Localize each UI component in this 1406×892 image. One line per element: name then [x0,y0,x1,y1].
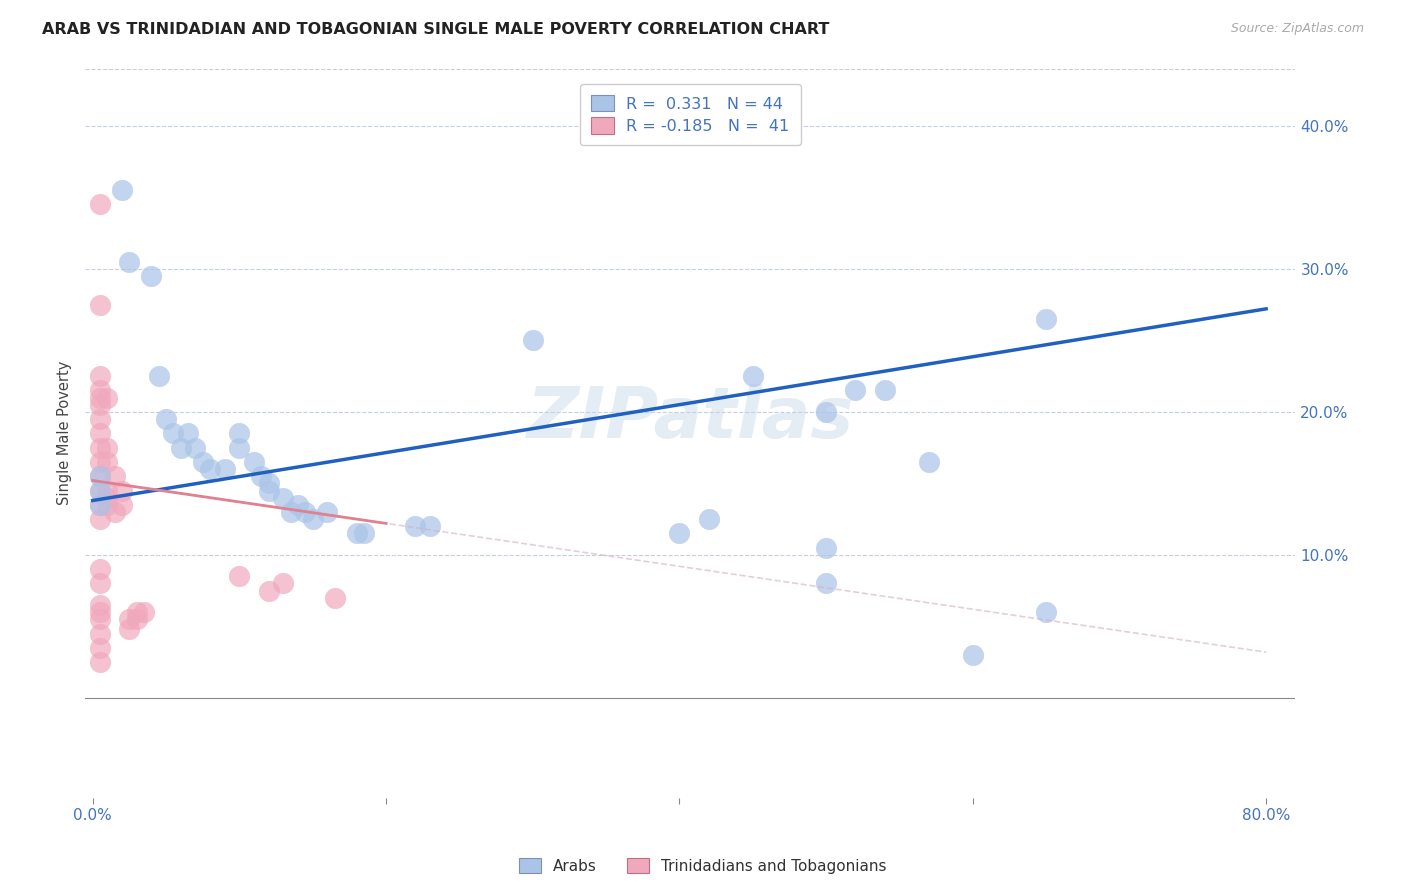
Point [323,591,346,605]
Point [89,483,111,498]
Point [111,483,134,498]
Point [280,505,302,519]
Point [815,405,838,419]
Point [89,612,111,626]
Point [125,612,148,626]
Point [89,197,111,211]
Point [419,519,441,533]
Point [287,498,309,512]
Point [89,455,111,469]
Point [873,384,896,398]
Point [104,469,127,483]
Point [346,526,368,541]
Point [257,476,280,491]
Point [155,412,177,426]
Point [257,583,280,598]
Point [89,369,111,384]
Point [118,612,141,626]
Point [273,491,295,505]
Point [214,462,236,476]
Point [89,512,111,526]
Point [228,569,250,583]
Point [353,526,375,541]
Point [170,441,193,455]
Point [89,469,111,483]
Point [697,512,720,526]
Point [89,391,111,405]
Point [250,469,273,483]
Point [89,562,111,576]
Point [96,498,118,512]
Point [89,498,111,512]
Point [89,426,111,441]
Point [177,426,200,441]
Legend: R =  0.331   N = 44, R = -0.185   N =  41: R = 0.331 N = 44, R = -0.185 N = 41 [581,84,801,145]
Text: ARAB VS TRINIDADIAN AND TOBAGONIAN SINGLE MALE POVERTY CORRELATION CHART: ARAB VS TRINIDADIAN AND TOBAGONIAN SINGL… [42,22,830,37]
Point [118,254,141,268]
Point [89,498,111,512]
Point [89,598,111,612]
Point [844,384,866,398]
Point [741,369,763,384]
Point [96,483,118,498]
Point [89,412,111,426]
Point [89,626,111,640]
Y-axis label: Single Male Poverty: Single Male Poverty [58,361,72,506]
Point [184,441,207,455]
Point [228,426,250,441]
Point [294,505,316,519]
Point [118,622,141,636]
Point [668,526,690,541]
Point [815,576,838,591]
Point [132,605,155,619]
Point [89,605,111,619]
Point [96,441,118,455]
Point [918,455,941,469]
Point [148,369,170,384]
Point [96,391,118,405]
Point [96,491,118,505]
Point [89,576,111,591]
Point [273,576,295,591]
Point [191,455,214,469]
Point [89,640,111,655]
Point [104,505,127,519]
Point [1035,311,1057,326]
Point [162,426,184,441]
Point [111,183,134,197]
Point [96,455,118,469]
Point [301,512,323,526]
Point [962,648,984,662]
Point [89,655,111,669]
Text: Source: ZipAtlas.com: Source: ZipAtlas.com [1230,22,1364,36]
Point [228,441,250,455]
Point [257,483,280,498]
Point [89,483,111,498]
Point [815,541,838,555]
Text: ZIPatlas: ZIPatlas [527,384,853,453]
Point [316,505,339,519]
Point [141,268,163,283]
Point [243,455,266,469]
Point [89,469,111,483]
Point [111,498,134,512]
Point [404,519,426,533]
Point [522,334,544,348]
Point [89,441,111,455]
Point [89,384,111,398]
Point [1035,605,1057,619]
Point [89,297,111,311]
Point [198,462,221,476]
Legend: Arabs, Trinidadians and Tobagonians: Arabs, Trinidadians and Tobagonians [513,852,893,880]
Point [89,398,111,412]
Point [125,605,148,619]
